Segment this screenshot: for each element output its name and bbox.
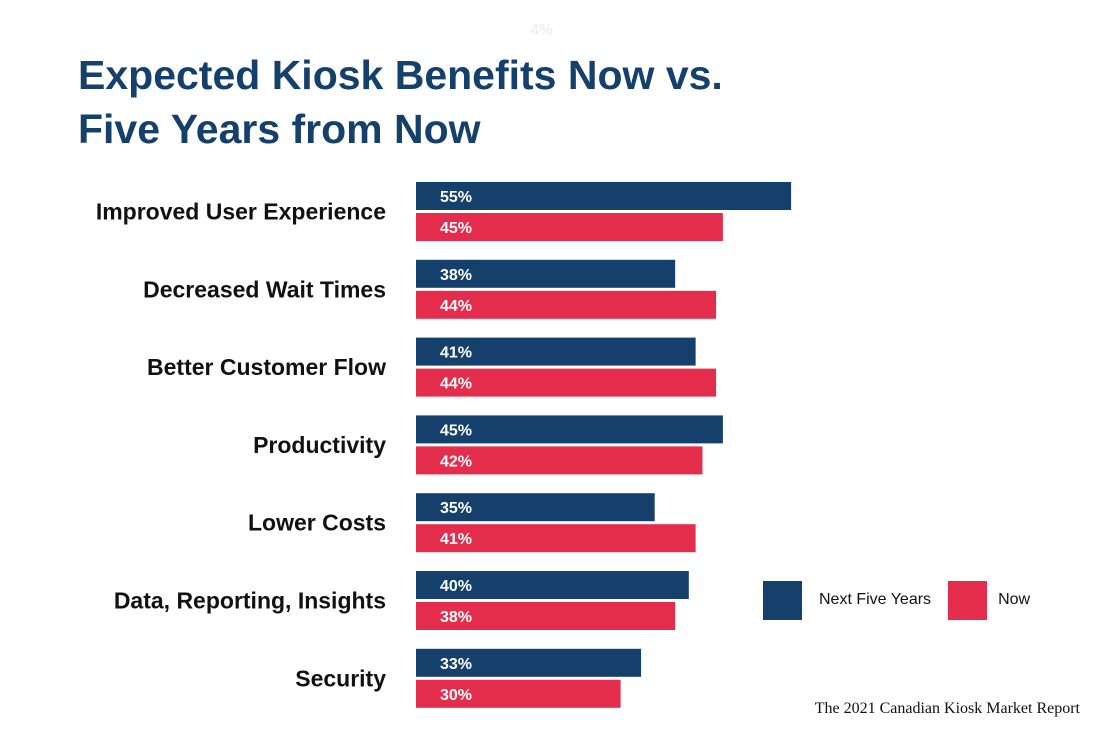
bar-next-five-years-improved-user-experience (416, 182, 792, 210)
legend-swatch-now (948, 580, 988, 620)
value-label-now-productivity: 42% (440, 453, 472, 470)
chart-legend: Next Five Years Now (763, 580, 1030, 620)
bar-now-data-reporting-insights (416, 602, 676, 630)
value-label-next-five-years-productivity: 45% (440, 422, 472, 439)
chart-title: Expected Kiosk Benefits Now vs. Five Yea… (78, 48, 878, 156)
value-label-now-security: 30% (440, 687, 472, 704)
category-label-data-reporting-insights: Data, Reporting, Insights (114, 588, 386, 614)
source-credit: The 2021 Canadian Kiosk Market Report (814, 700, 1080, 717)
value-label-next-five-years-lower-costs: 35% (440, 500, 472, 517)
bar-next-five-years-data-reporting-insights (416, 571, 689, 599)
value-label-now-decreased-wait-times: 44% (440, 298, 472, 315)
value-label-next-five-years-improved-user-experience: 55% (440, 189, 472, 206)
category-label-decreased-wait-times: Decreased Wait Times (143, 276, 386, 302)
chart-title-line-1: Expected Kiosk Benefits Now vs. (78, 52, 723, 98)
bar-next-five-years-productivity (416, 415, 723, 444)
bar-now-decreased-wait-times (416, 290, 717, 319)
value-label-next-five-years-decreased-wait-times: 38% (440, 267, 472, 284)
legend-label-next-five-years: Next Five Years (819, 591, 932, 608)
bar-now-better-customer-flow (416, 368, 717, 397)
bar-next-five-years-better-customer-flow (416, 337, 696, 366)
value-label-now-better-customer-flow: 44% (440, 376, 472, 393)
category-label-productivity: Productivity (253, 432, 386, 458)
category-label-security: Security (295, 665, 386, 691)
category-label-lower-costs: Lower Costs (248, 510, 386, 536)
category-label-better-customer-flow: Better Customer Flow (147, 354, 386, 380)
value-label-now-data-reporting-insights: 38% (440, 609, 472, 626)
legend-label-now: Now (998, 591, 1031, 608)
bar-next-five-years-lower-costs (416, 493, 655, 522)
value-label-next-five-years-security: 33% (440, 656, 472, 673)
value-label-now-lower-costs: 41% (440, 531, 472, 548)
chart-title-line-2: Five Years from Now (78, 106, 481, 152)
bar-next-five-years-security (416, 648, 642, 677)
faint-background-label: 4% (530, 22, 554, 39)
value-label-next-five-years-data-reporting-insights: 40% (440, 578, 472, 595)
category-label-improved-user-experience: Improved User Experience (96, 199, 386, 225)
bar-now-security (416, 679, 621, 708)
legend-swatch-next-five-years (763, 580, 802, 620)
bar-next-five-years-decreased-wait-times (416, 259, 676, 288)
bar-now-productivity (416, 446, 703, 475)
value-label-next-five-years-better-customer-flow: 41% (440, 345, 472, 362)
bar-now-lower-costs (416, 524, 696, 553)
value-label-now-improved-user-experience: 45% (440, 220, 472, 237)
bar-now-improved-user-experience (416, 213, 723, 241)
